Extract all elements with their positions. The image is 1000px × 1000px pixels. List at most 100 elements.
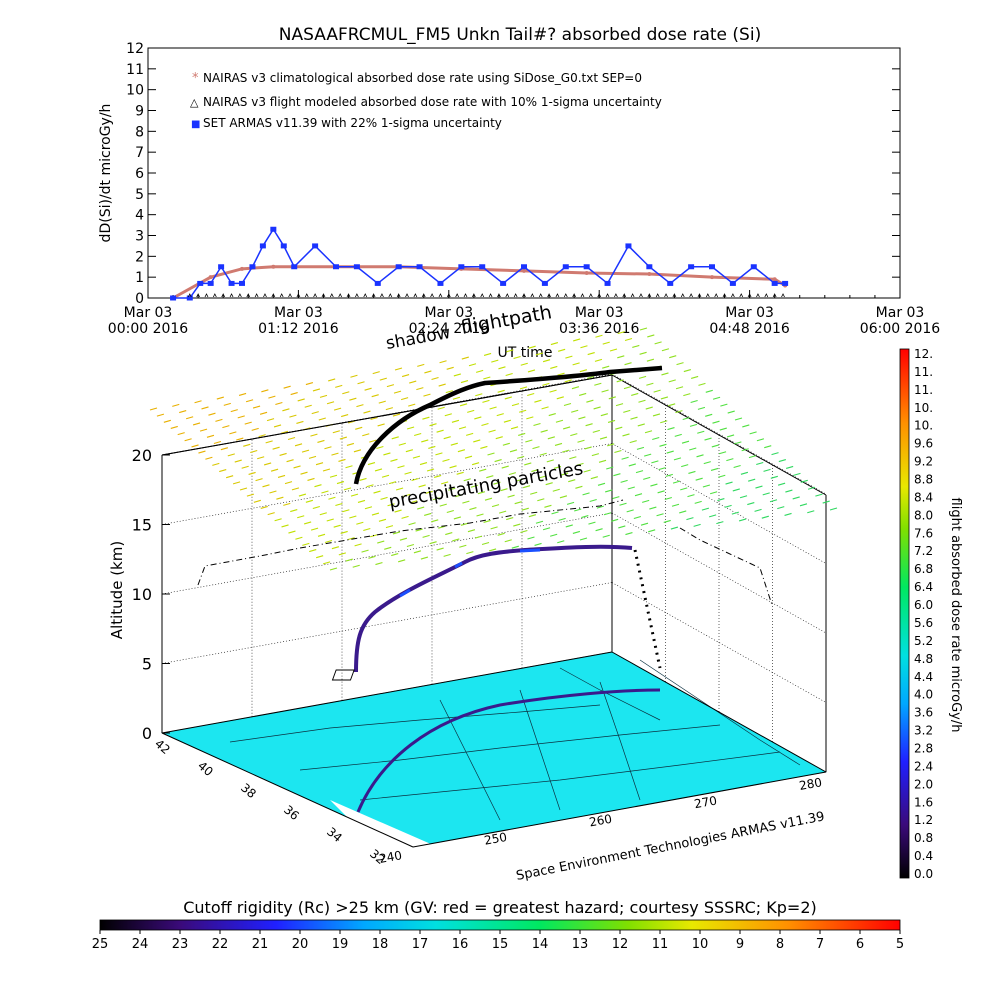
particle-flux-mark [579,392,587,396]
right-colorbar-tick-label: 4.4 [914,670,933,684]
particle-flux-mark [416,387,424,391]
series-point-nairas-flight [647,293,652,298]
particle-flux-mark [668,403,676,407]
shadow-leader-line [161,374,613,456]
particle-flux-mark [701,507,710,511]
particle-flux-mark [545,482,553,486]
particle-flux-mark [481,541,490,546]
particle-flux-mark [607,443,615,447]
ground-map-border-line [559,667,661,721]
particle-flux-mark [734,441,742,445]
particle-flux-mark [605,489,613,493]
y-tick-label: 4 [135,208,144,224]
particle-flux-mark [343,487,352,491]
bottom-colorbar-tick-label: 6 [856,937,864,952]
particle-flux-mark [651,460,659,464]
particle-flux-mark [192,422,201,426]
particle-flux-mark [602,534,610,538]
series-point-armas [249,264,256,270]
series-point-nairas-climatological [710,275,714,280]
particle-flux-mark [738,518,747,522]
particle-flux-mark [479,468,487,472]
right-colorbar-tick-label: 11. [914,383,933,397]
particle-flux-mark [590,476,598,480]
particle-flux-mark [502,442,511,446]
x-tick-label-time: 03:36 2016 [559,321,640,337]
particle-flux-mark [328,496,336,500]
particle-flux-mark [643,476,651,480]
particle-flux-mark [732,488,740,492]
altitude-tick-label: 0 [142,724,152,743]
right-colorbar-tick-label: 10. [914,419,933,433]
particle-flux-mark [592,429,600,433]
particle-flux-mark [597,482,606,486]
particle-flux-mark [696,454,704,458]
particle-flux-mark [562,449,570,453]
particle-flux-mark [471,462,480,466]
particle-flux-mark [659,443,667,447]
particle-flux-mark [345,558,353,562]
particle-flux-mark [497,532,505,536]
particle-flux-mark [532,446,540,450]
particle-flux-mark [652,436,660,441]
particle-flux-mark [489,406,497,410]
bottom-colorbar-tick-label: 20 [292,937,309,952]
particle-flux-mark [626,509,634,513]
ground-map-border-line [599,681,641,801]
particle-flux-mark [488,429,496,433]
series-point-armas [688,264,695,270]
particle-flux-mark [372,371,380,375]
particle-flux-mark [234,459,242,463]
particle-flux-mark [459,403,468,407]
particle-flux-mark [521,507,529,511]
particle-flux-mark [553,465,562,469]
series-point-nairas-flight [338,293,343,298]
particle-flux-mark [461,356,469,360]
particle-flux-mark [208,412,216,416]
particle-flux-mark [483,376,491,380]
particle-flux-mark [509,449,518,453]
particle-flux-mark [570,433,578,437]
particle-flux-mark [549,389,557,393]
particle-flux-mark [487,452,495,456]
legend-label-nairas-flight: NAIRAS v3 flight modeled absorbed dose r… [203,95,662,109]
particle-flux-mark [793,472,801,476]
particle-flux-mark [564,379,572,383]
particle-flux-mark [518,432,526,436]
particle-flux-mark [550,533,558,537]
particle-flux-mark [314,484,322,488]
particle-flux-mark [413,550,422,554]
particle-flux-mark [719,427,727,431]
particle-flux-mark [579,537,588,541]
particle-flux-mark [331,452,339,456]
series-point-nairas-flight [655,293,660,298]
particle-flux-mark [571,386,580,390]
series-point-armas [458,264,465,270]
ground-map-border-line [639,659,801,766]
particle-flux-mark [516,455,525,459]
particle-flux-mark [302,542,310,546]
bottom-colorbar-tick-label: 10 [692,937,709,952]
particle-flux-mark [623,386,632,390]
particle-flux-mark [716,521,724,525]
particle-flux-mark [279,452,287,456]
series-line-nairas-climatological [172,265,786,300]
particle-flux-mark [565,524,573,528]
particle-flux-mark [319,512,327,516]
particle-flux-mark [497,389,505,393]
particle-flux-mark [328,378,336,382]
particle-flux-mark [741,448,749,452]
particle-flux-mark [646,358,655,362]
series-point-nairas-flight [187,293,192,298]
particle-flux-mark [409,380,417,384]
particle-flux-mark [294,443,303,447]
particle-flux-mark [367,462,376,466]
particle-flux-mark [406,426,415,430]
series-point-nairas-flight [380,293,384,298]
particle-flux-mark [275,401,283,406]
particle-flux-mark [194,400,202,404]
particle-flux-mark [807,510,815,514]
particle-flux-mark [703,461,711,465]
particle-flux-mark [276,496,284,500]
particle-flux-mark [213,440,222,445]
